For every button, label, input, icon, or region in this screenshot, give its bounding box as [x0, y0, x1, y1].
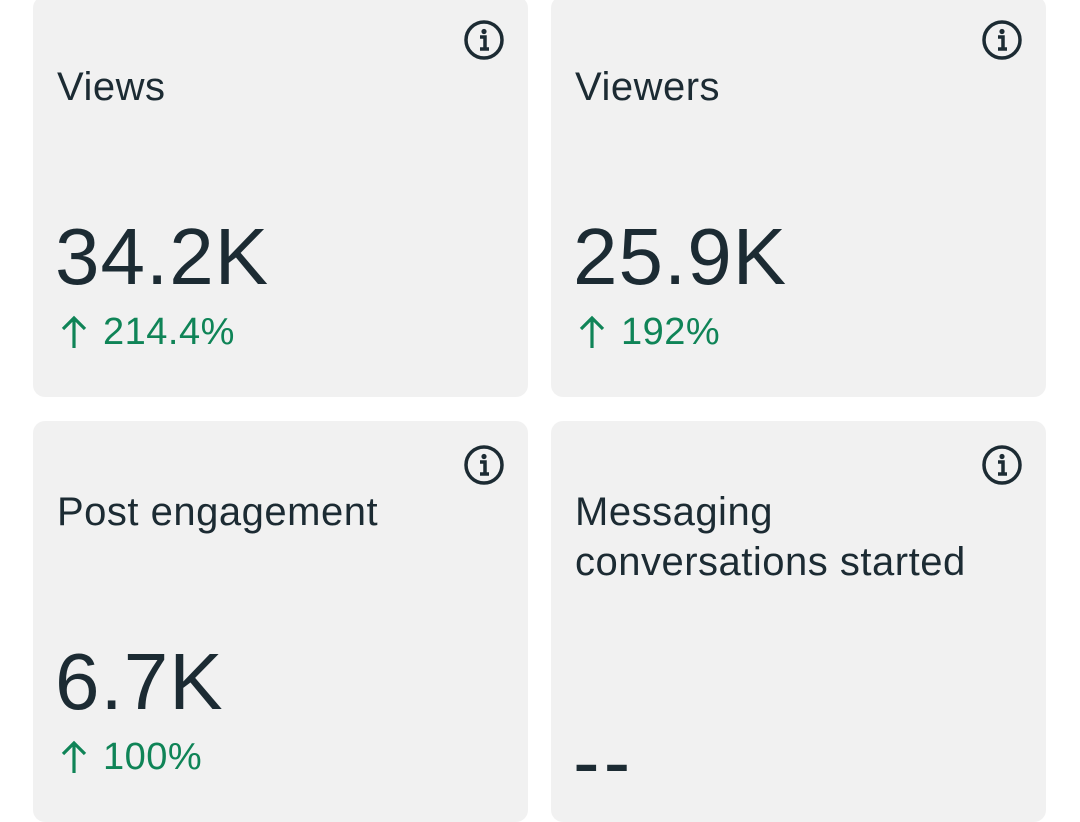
- info-glyph: [982, 445, 1022, 485]
- info-glyph: [464, 445, 504, 485]
- up-arrow: [579, 315, 605, 348]
- metric-card[interactable]: Messaging conversations started --: [551, 421, 1046, 822]
- info-icon[interactable]: [462, 18, 506, 62]
- change-percent: 192%: [621, 311, 721, 353]
- metric-value: --: [573, 717, 635, 806]
- change-percent: 214.4%: [103, 311, 235, 353]
- metric-change: 192%: [577, 310, 720, 354]
- info-glyph: [464, 20, 504, 60]
- change-percent: 100%: [103, 736, 203, 778]
- up-arrow: [61, 315, 87, 348]
- info-icon[interactable]: [980, 443, 1024, 487]
- metric-value: 6.7K: [55, 637, 224, 726]
- metric-value: 34.2K: [55, 212, 270, 301]
- metric-change: 214.4%: [59, 310, 235, 354]
- up-arrow: [61, 740, 87, 773]
- metric-title: Views: [57, 65, 166, 109]
- metric-card[interactable]: Post engagement 6.7K 100%: [33, 421, 528, 822]
- info-icon[interactable]: [462, 443, 506, 487]
- metric-title: Post engagement: [57, 490, 379, 534]
- info-glyph: [982, 20, 1022, 60]
- metric-change: 100%: [59, 735, 202, 779]
- metric-card[interactable]: Views 34.2K 214.4%: [33, 0, 528, 397]
- info-icon[interactable]: [980, 18, 1024, 62]
- metric-title: Messaging conversations started: [575, 490, 966, 584]
- page: {"cards": [ {"title": "Views", "value": …: [33, 0, 1046, 822]
- metric-title: Viewers: [575, 65, 721, 109]
- metric-card[interactable]: Viewers 25.9K 192%: [551, 0, 1046, 397]
- metric-value: 25.9K: [573, 212, 788, 301]
